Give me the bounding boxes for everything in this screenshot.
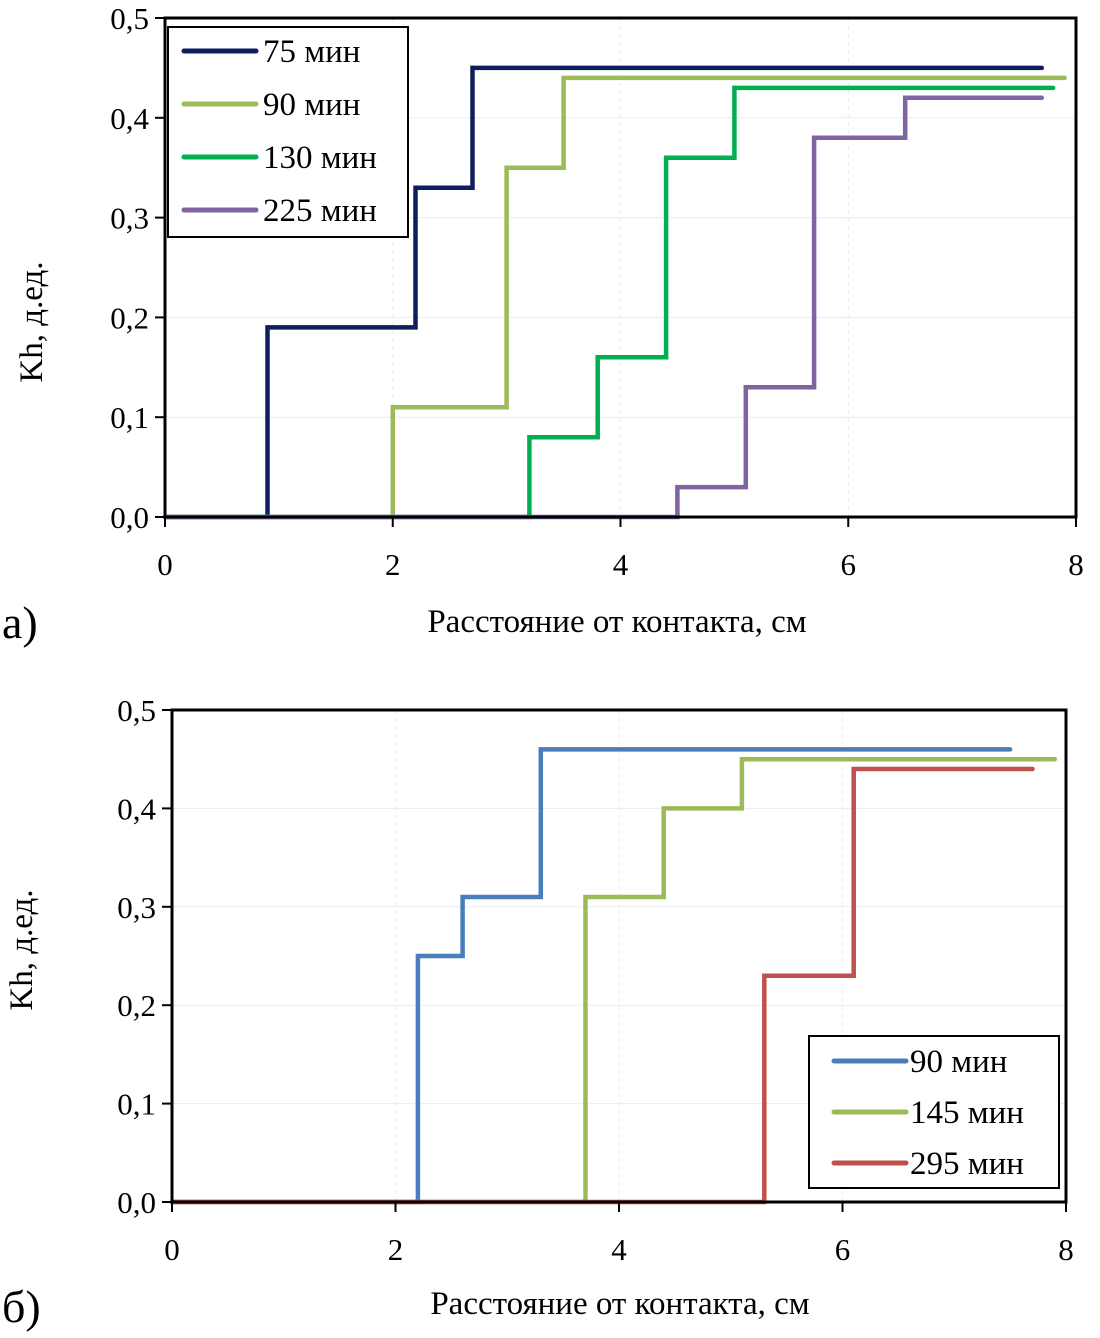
chart-b-panel-label: б) — [2, 1281, 41, 1332]
chart-b-ticks: 0,0 0,1 0,2 0,3 0,4 0,5 0 2 4 6 8 — [117, 693, 1074, 1267]
chart-a-series — [162, 65, 1067, 520]
legend-label: 90 мин — [263, 87, 360, 123]
y-tick-label: 0,0 — [110, 500, 149, 535]
chart-a-panel-label: а) — [2, 597, 38, 648]
chart-b-y-axis-title: Kh, д.ед. — [4, 889, 40, 1010]
chart-b-legend: 90 мин 145 мин 295 мин — [808, 1035, 1060, 1189]
chart-a-y-axis-title: Kh, д.ед. — [14, 261, 50, 382]
legend-label: 90 мин — [910, 1044, 1007, 1080]
x-tick-label: 6 — [835, 1232, 851, 1267]
chart-a-legend: 75 мин 90 мин 130 мин 225 мин — [167, 26, 409, 238]
x-tick-label: 2 — [388, 1232, 404, 1267]
y-tick-label: 0,4 — [110, 101, 149, 136]
chart-a: 0,0 0,1 0,2 0,3 0,4 0,5 0 2 4 6 8 Расстояние от ко… — [2, 1, 1084, 648]
chart-b: 0,0 0,1 0,2 0,3 0,4 0,5 0 2 4 6 8 Расстояние от ко… — [2, 693, 1074, 1332]
x-tick-label: 4 — [611, 1232, 627, 1267]
series-line-75-мин — [162, 65, 1045, 520]
y-tick-label: 0,1 — [117, 1087, 156, 1122]
y-tick-label: 0,5 — [117, 693, 156, 728]
series-line-90-мин — [162, 75, 1067, 520]
legend-label: 295 мин — [910, 1146, 1024, 1182]
x-tick-label: 2 — [385, 547, 401, 582]
series-line-225-мин — [162, 95, 1045, 520]
legend-label: 130 мин — [263, 140, 377, 176]
x-tick-label: 4 — [613, 547, 629, 582]
legend-label: 75 мин — [263, 34, 360, 70]
x-tick-label: 6 — [841, 547, 857, 582]
x-tick-label: 0 — [164, 1232, 180, 1267]
y-tick-label: 0,2 — [110, 300, 149, 335]
series-line-130-мин — [162, 85, 1056, 520]
series-line-145-мин — [169, 756, 1058, 1205]
x-tick-label: 8 — [1068, 547, 1084, 582]
y-tick-label: 0,0 — [117, 1185, 156, 1220]
chart-a-ticks: 0,0 0,1 0,2 0,3 0,4 0,5 0 2 4 6 8 — [110, 1, 1084, 582]
y-tick-label: 0,1 — [110, 400, 149, 435]
chart-b-grid — [172, 710, 1066, 1202]
legend-label: 145 мин — [910, 1095, 1024, 1131]
y-tick-label: 0,2 — [117, 988, 156, 1023]
y-tick-label: 0,5 — [110, 1, 149, 36]
legend-label: 225 мин — [263, 193, 377, 229]
x-tick-label: 8 — [1058, 1232, 1074, 1267]
legend-box — [167, 26, 409, 238]
x-tick-label: 0 — [157, 547, 173, 582]
y-tick-label: 0,3 — [117, 890, 156, 925]
y-tick-label: 0,4 — [117, 791, 156, 826]
y-tick-label: 0,3 — [110, 201, 149, 236]
series-line-90-мин — [169, 747, 1013, 1205]
chart-a-x-axis-title: Расстояние от контакта, см — [427, 604, 806, 640]
chart-b-x-axis-title: Расстояние от контакта, см — [430, 1286, 809, 1322]
